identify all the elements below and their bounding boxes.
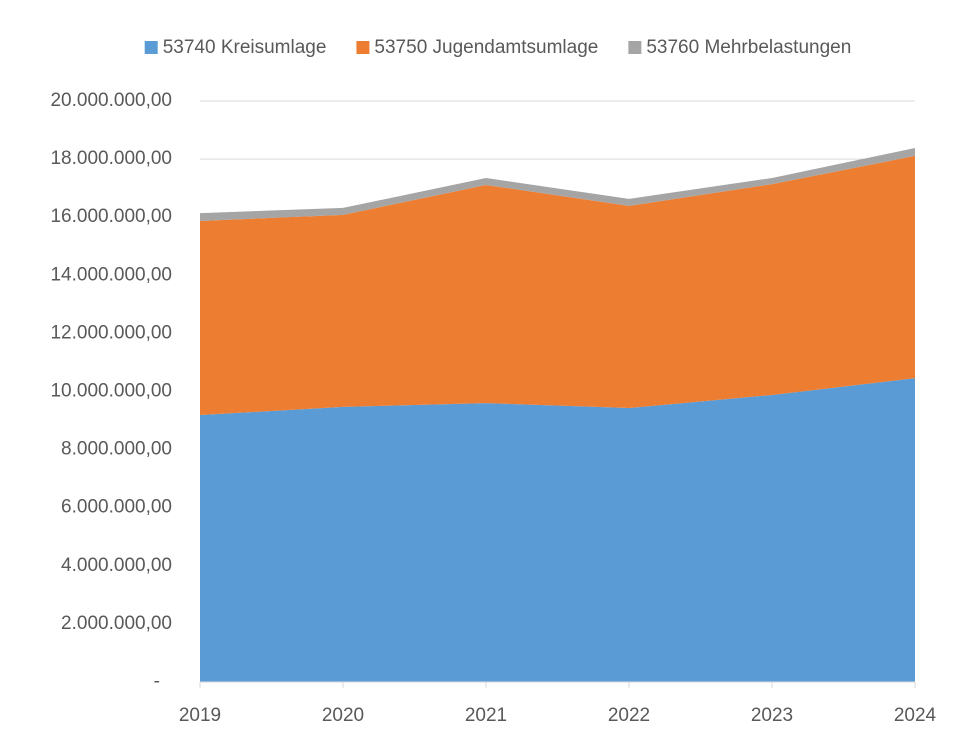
legend-swatch <box>144 41 158 54</box>
y-tick-label: 16.000.000,00 <box>50 206 172 227</box>
y-tick-label: 20.000.000,00 <box>50 90 172 111</box>
legend-swatch <box>628 41 642 54</box>
y-tick-label: 18.000.000,00 <box>50 148 172 169</box>
legend-label: 53760 Mehrbelastungen <box>646 37 851 58</box>
y-tick-label: 10.000.000,00 <box>50 381 172 402</box>
x-tick-label: 2020 <box>322 705 364 726</box>
area <box>200 378 915 682</box>
area <box>200 148 915 221</box>
x-tick-label: 2023 <box>751 705 793 726</box>
legend: 53740 Kreisumlage 53750 Jugendamtsumlage 5… <box>144 37 851 58</box>
y-tick-label: 4.000.000,00 <box>61 555 172 576</box>
y-tick-label: 2.000.000,00 <box>61 613 172 634</box>
y-tick-label: - <box>154 671 160 692</box>
legend-swatch <box>356 41 370 54</box>
legend-label: 53740 Kreisumlage <box>163 37 327 58</box>
x-tick-label: 2024 <box>894 705 937 726</box>
legend-label: 53750 Jugendamtsumlage <box>374 37 598 58</box>
y-tick-label: 8.000.000,00 <box>61 439 172 460</box>
x-tick-label: 2019 <box>179 705 221 726</box>
y-tick-label: 6.000.000,00 <box>61 497 172 518</box>
x-tick-label: 2021 <box>465 705 507 726</box>
y-tick-label: 14.000.000,00 <box>50 264 172 285</box>
area <box>200 155 915 416</box>
x-tick-label: 2022 <box>608 705 650 726</box>
y-tick-label: 12.000.000,00 <box>50 322 172 343</box>
